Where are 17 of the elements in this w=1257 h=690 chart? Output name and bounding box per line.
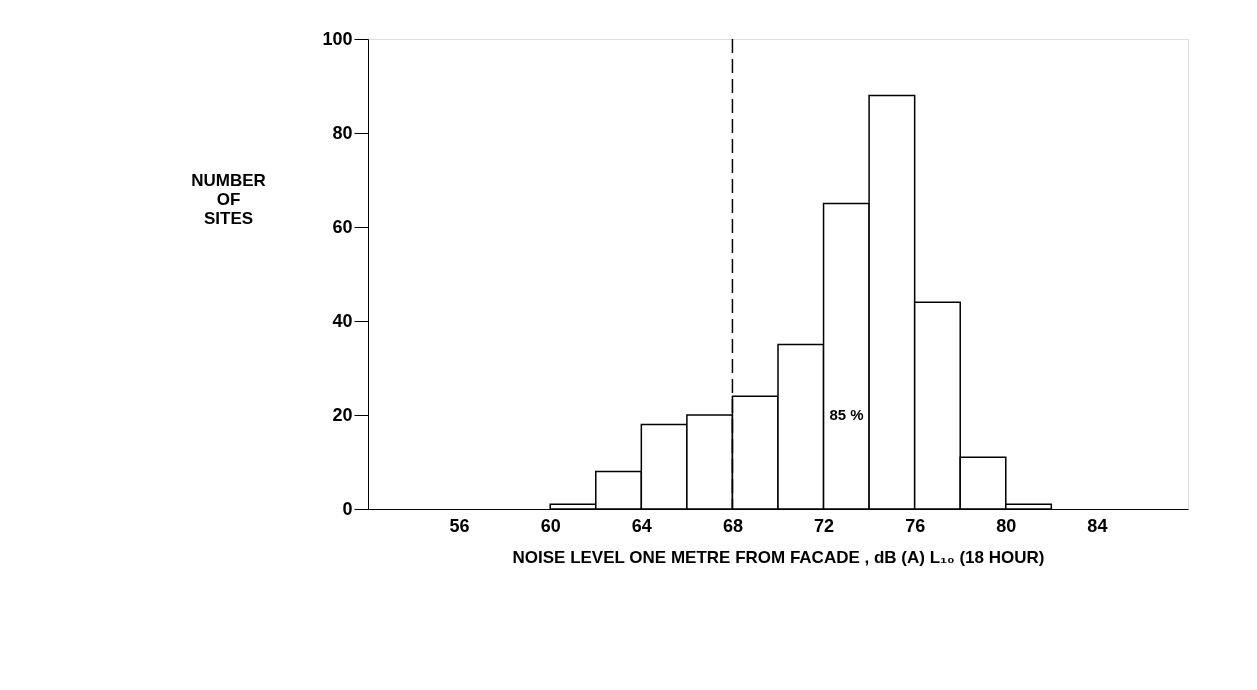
x-tick-label: 72 — [814, 515, 835, 536]
y-tick-label: 0 — [342, 498, 353, 519]
x-tick-label: 68 — [722, 515, 743, 536]
x-tick-label: 64 — [631, 515, 652, 536]
y-tick-label: 20 — [332, 404, 353, 425]
x-tick-label: 56 — [449, 515, 470, 536]
x-tick-label: 60 — [540, 515, 561, 536]
y-tick-label: 100 — [322, 28, 353, 49]
y-tick-label: 60 — [332, 216, 353, 237]
x-axis-title: NOISE LEVEL ONE METRE FROM FACADE , dB (A) L₁₀ (18 HOUR) — [512, 547, 1045, 567]
y-tick-label: 80 — [332, 122, 353, 143]
x-tick-label: 76 — [905, 515, 926, 536]
x-tick-label: 80 — [996, 515, 1017, 536]
y-axis-title: NUMBER OF SITES — [191, 170, 266, 228]
annotation: 85 % — [829, 406, 864, 423]
x-tick-label: 84 — [1087, 515, 1108, 536]
y-tick-label: 40 — [332, 310, 353, 331]
